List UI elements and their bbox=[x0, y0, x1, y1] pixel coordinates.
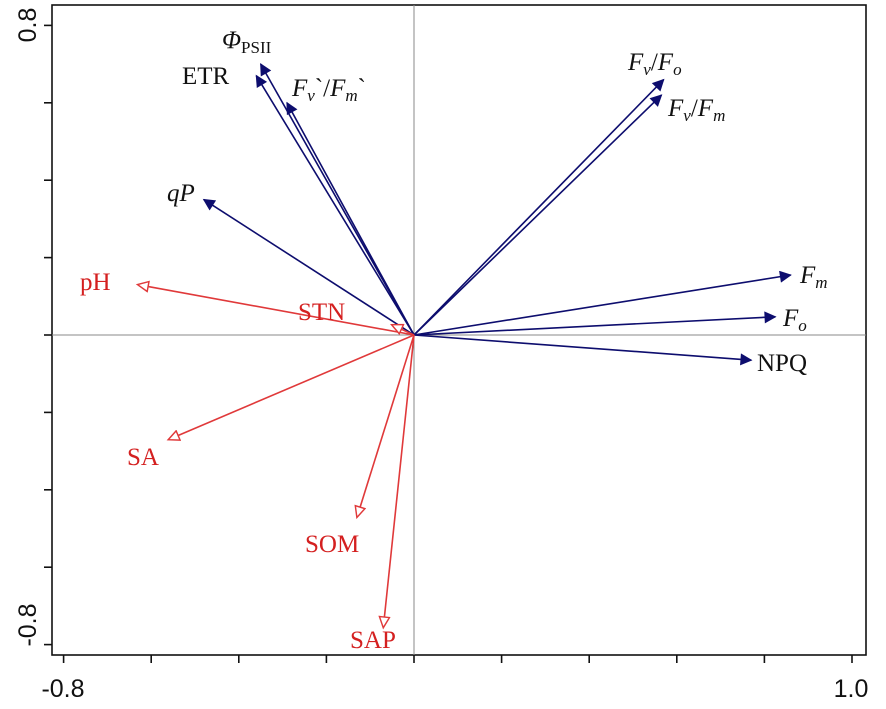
response-vector-npq bbox=[413, 334, 753, 366]
x-tick-label-min: -0.8 bbox=[41, 675, 84, 703]
response-vector-etr bbox=[255, 74, 415, 336]
plot-frame bbox=[51, 4, 867, 656]
response-label-phipsii: ΦPSII​ bbox=[222, 27, 272, 57]
response-vector-fvfo bbox=[413, 78, 665, 336]
explanatory-label-sa: SA bbox=[127, 444, 159, 471]
explanatory-vector-som bbox=[357, 334, 415, 517]
response-label-fm: Fm​ bbox=[799, 262, 828, 292]
response-vector-fvfm_prime bbox=[286, 101, 415, 336]
explanatory-vector-sa bbox=[169, 334, 415, 439]
explanatory-vector-stn bbox=[392, 325, 415, 336]
explanatory-label-ph: pH bbox=[80, 269, 111, 296]
response-label-fvfm: Fv​/Fm​ bbox=[667, 95, 725, 125]
response-label-fo: Fo​ bbox=[782, 305, 807, 335]
response-label-qp: qP bbox=[167, 180, 195, 207]
explanatory-vector-sap bbox=[383, 334, 415, 627]
response-label-npq: NPQ bbox=[757, 350, 807, 377]
explanatory-label-som: SOM bbox=[305, 531, 359, 558]
response-vector-fm bbox=[413, 270, 792, 336]
response-label-fvfo: Fv​/Fo​ bbox=[627, 49, 682, 79]
explanatory-label-sap: SAP bbox=[350, 627, 396, 654]
response-vector-fo bbox=[413, 311, 777, 336]
y-tick-label-max: 0.8 bbox=[14, 8, 42, 43]
explanatory-vector-ph bbox=[138, 285, 415, 336]
response-vector-fvfm bbox=[413, 94, 663, 336]
x-tick-label-max: 1.0 bbox=[834, 675, 869, 703]
response-label-fvfm_prime: Fv​`/Fm​` bbox=[291, 75, 366, 105]
y-tick-label-min: -0.8 bbox=[14, 603, 42, 646]
explanatory-label-stn: STN bbox=[298, 299, 345, 326]
response-vector-qp bbox=[202, 198, 415, 336]
response-label-etr: ETR bbox=[182, 63, 230, 90]
